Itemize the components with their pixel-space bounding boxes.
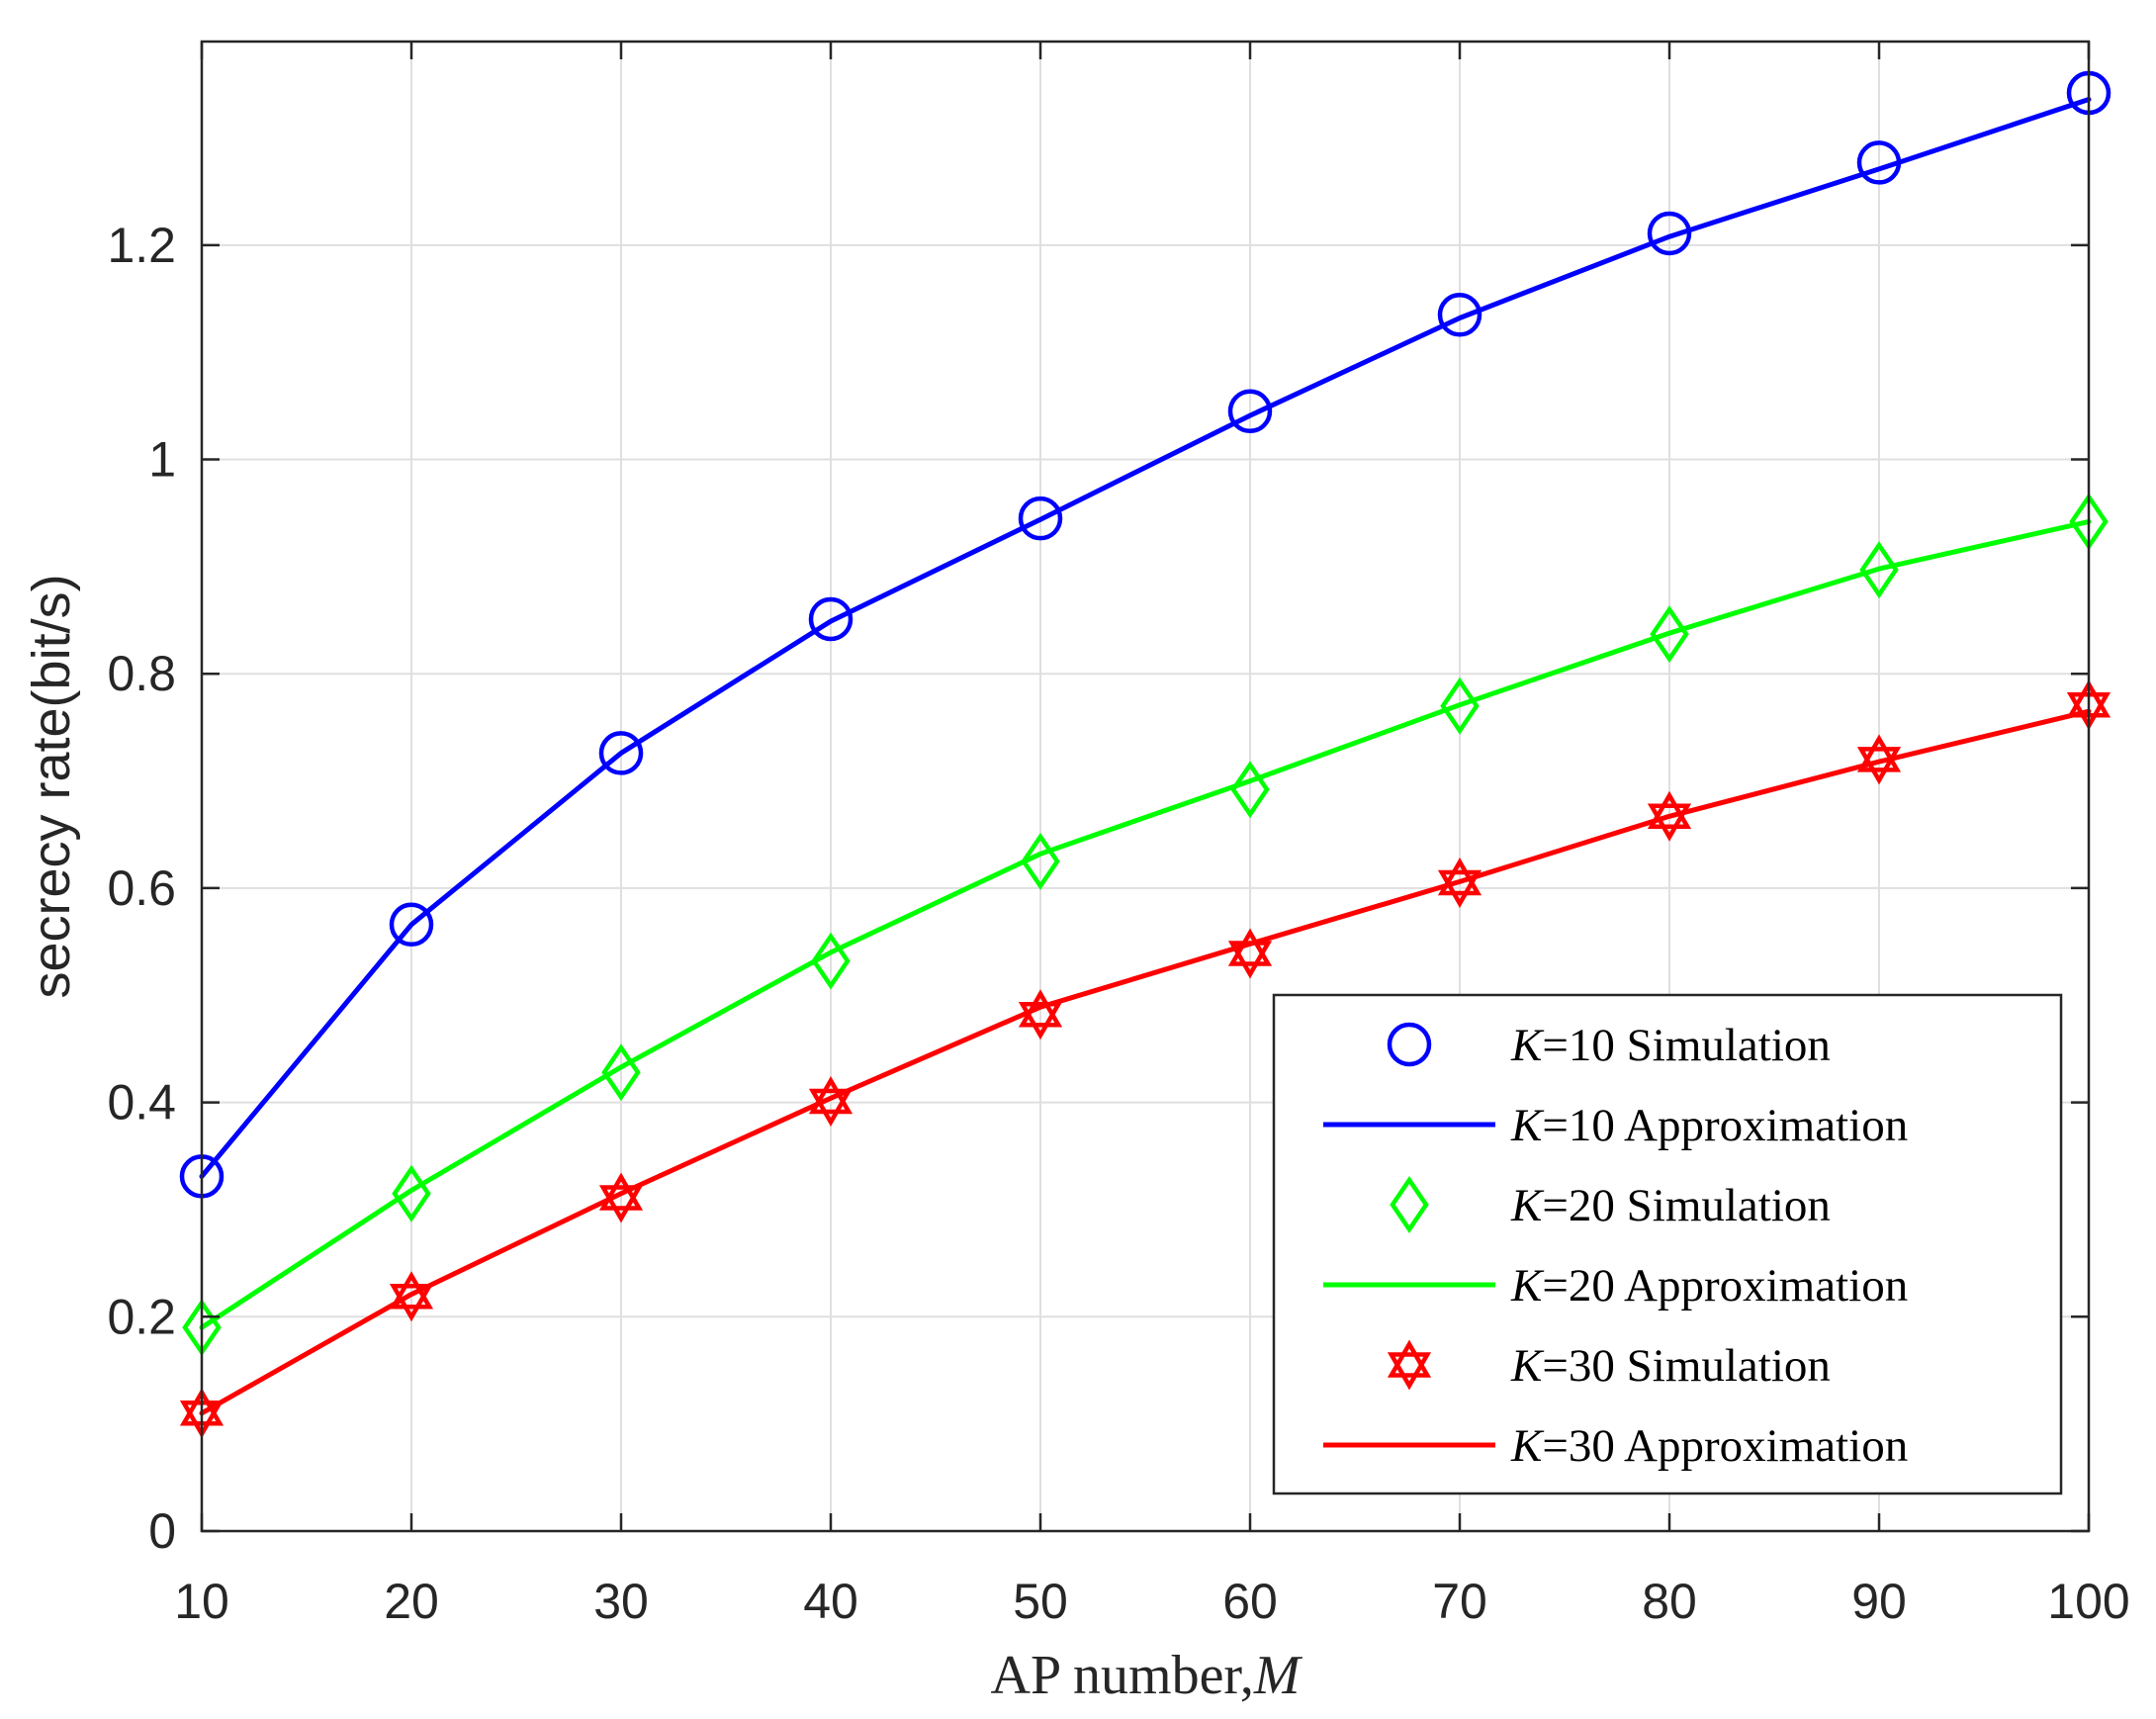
marker-hexagram (1856, 734, 1902, 772)
marker-hexagram (389, 1283, 434, 1322)
marker-hexagram (1387, 1352, 1432, 1391)
x-tick-label: 70 (1432, 1574, 1487, 1629)
x-tick-label: 80 (1642, 1574, 1697, 1629)
marker-circle (1018, 496, 1063, 541)
legend-label-var: K (1510, 1420, 1545, 1472)
marker-circle (1437, 293, 1482, 337)
x-tick-label: 10 (174, 1574, 229, 1629)
marker-hexagram (1227, 928, 1273, 966)
marker-circle (1856, 140, 1902, 185)
series-2-markers (182, 493, 2109, 1357)
x-axis-label-var: M (1253, 1645, 1303, 1706)
legend-label-var: K (1510, 1100, 1545, 1151)
y-tick-label: 0 (148, 1503, 176, 1559)
legend-label-var: K (1510, 1180, 1545, 1231)
legend-box (1272, 993, 2063, 1495)
marker-hexagram (1437, 869, 1482, 908)
y-tick-label: 1.2 (107, 218, 176, 273)
marker-diamond (1650, 605, 1689, 664)
legend-label-var: K (1510, 1340, 1545, 1392)
y-axis-label: secrecy rate(bit/s) (22, 574, 81, 998)
marker-hexagram (1018, 989, 1063, 1028)
y-tick-label: 0.8 (107, 646, 176, 701)
series-5-line (199, 708, 2092, 1416)
legend-label-text: =30 Approximation (1542, 1420, 1908, 1472)
marker-hexagram (598, 1172, 644, 1211)
marker-hexagram (808, 1076, 853, 1115)
legend-label-var: K (1510, 1260, 1545, 1312)
marker-diamond (601, 1043, 641, 1102)
legend-label: K=30 Simulation (1510, 1340, 1831, 1392)
x-tick-label: 20 (384, 1574, 439, 1629)
legend-item: K=30 Approximation (1323, 1420, 1908, 1472)
series-4-markers (179, 679, 2111, 1439)
marker-hexagram (389, 1271, 434, 1310)
x-tick-label: 60 (1222, 1574, 1278, 1629)
marker-hexagram (598, 1185, 644, 1223)
legend-label-text: =30 Simulation (1542, 1340, 1831, 1392)
y-tick-label: 0.2 (107, 1289, 176, 1344)
legend-item: K=10 Simulation (1387, 1020, 1831, 1071)
legend-label: K=10 Simulation (1510, 1020, 1831, 1071)
marker-hexagram (1437, 858, 1482, 896)
legend-label: K=20 Simulation (1510, 1180, 1831, 1231)
marker-circle (1387, 1022, 1432, 1067)
marker-hexagram (1227, 941, 1273, 979)
marker-circle (808, 596, 853, 642)
marker-diamond (811, 932, 851, 990)
tick-labels: 10 20 30 40 50 60 70 80 90 100 0 0.2 0.4 0.6 0.8 1 1.2 (107, 218, 2129, 1629)
legend-item: K=20 Simulation (1390, 1175, 1831, 1234)
y-tick-label: 0.6 (107, 860, 176, 916)
legend-label-var: K (1510, 1020, 1545, 1071)
marker-diamond (1859, 541, 1899, 599)
x-axis-label-text: AP number, (991, 1645, 1254, 1706)
legend-label-text: =10 Simulation (1542, 1020, 1831, 1071)
x-tick-label: 30 (593, 1574, 649, 1629)
legend-item: K=20 Approximation (1323, 1260, 1908, 1312)
marker-circle (389, 902, 434, 948)
series-lines (199, 97, 2092, 1416)
x-tick-label: 90 (1851, 1574, 1907, 1629)
legend-item: K=30 Simulation (1387, 1339, 1831, 1392)
marker-diamond (1440, 677, 1480, 735)
marker-hexagram (1018, 1002, 1063, 1040)
y-tick-label: 1 (148, 432, 176, 488)
legend-label: K=10 Approximation (1510, 1100, 1908, 1151)
legend-label-text: =10 Approximation (1542, 1100, 1908, 1151)
legend-label: K=30 Approximation (1510, 1420, 1908, 1472)
legend-item: K=10 Approximation (1323, 1100, 1908, 1151)
x-tick-label: 100 (2047, 1574, 2129, 1629)
legend-label-text: =20 Approximation (1542, 1260, 1908, 1312)
marker-hexagram (1387, 1339, 1432, 1378)
ticks (200, 42, 2091, 1533)
x-tick-label: 50 (1013, 1574, 1068, 1629)
plot-frame (200, 40, 2091, 1533)
marker-diamond (392, 1164, 431, 1222)
marker-hexagram (808, 1088, 853, 1127)
marker-hexagram (1647, 790, 1692, 830)
marker-hexagram (1856, 747, 1902, 785)
series-1-line (199, 97, 2092, 1179)
y-tick-label: 0.4 (107, 1075, 176, 1131)
marker-circle (598, 731, 644, 775)
marker-diamond (1390, 1175, 1429, 1234)
marker-diamond (1021, 832, 1060, 890)
series-3-line (199, 518, 2092, 1330)
marker-circle (1227, 389, 1273, 434)
marker-hexagram (1647, 803, 1692, 842)
x-tick-label: 40 (803, 1574, 858, 1629)
x-axis-label: AP number,M (991, 1645, 1303, 1706)
marker-diamond (1230, 761, 1270, 819)
legend-label-text: =20 Simulation (1542, 1180, 1831, 1231)
legend-label: K=20 Approximation (1510, 1260, 1908, 1312)
marker-circle (1647, 211, 1692, 256)
